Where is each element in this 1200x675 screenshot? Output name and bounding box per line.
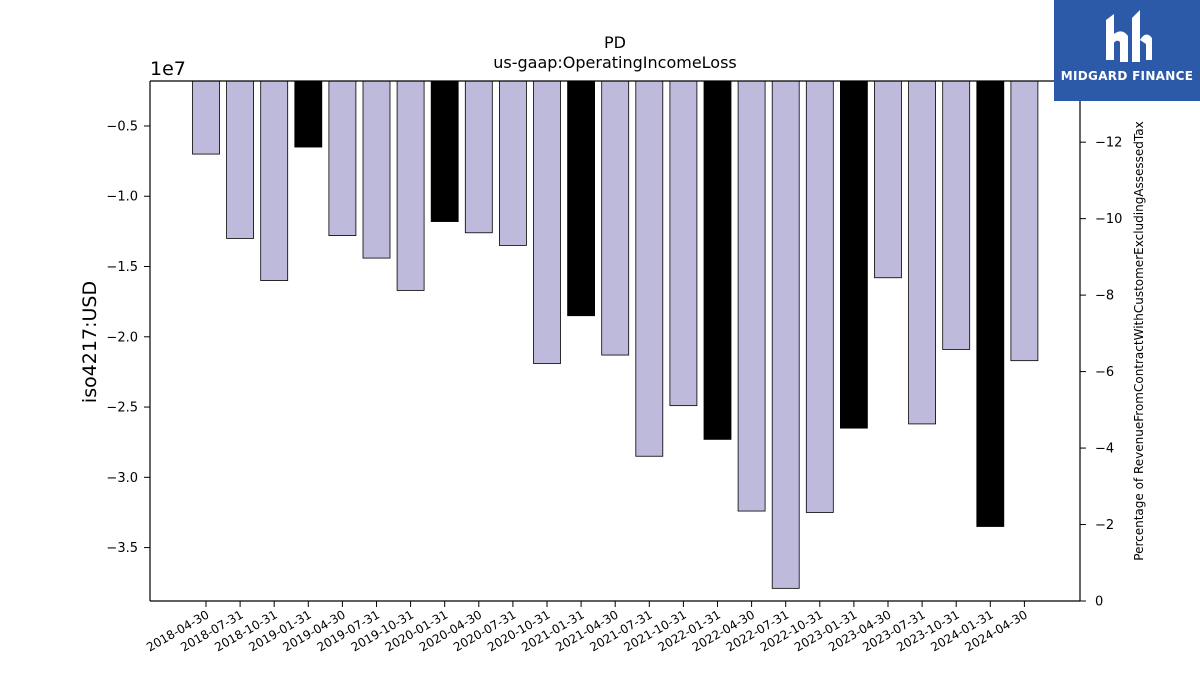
bar <box>703 80 732 440</box>
y2-tick-label: −8 <box>1095 289 1114 304</box>
bar <box>328 80 357 236</box>
bar <box>976 80 1005 527</box>
y-tick-label: −3.5 <box>106 541 138 556</box>
y2-tick-label: −6 <box>1095 365 1114 380</box>
chart-subtitle: us-gaap:OperatingIncomeLoss <box>493 53 737 72</box>
y-axis-ticks: −0.5 −1.0 −1.5 −2.0 −2.5 −3.0 −3.5 <box>106 119 150 556</box>
bar <box>874 80 902 279</box>
bar <box>294 80 323 148</box>
bar <box>771 80 800 589</box>
chart-title: PD <box>604 33 626 52</box>
y2-tick-label: −2 <box>1095 518 1114 533</box>
bar <box>567 80 595 317</box>
y-multiplier-label: 1e7 <box>150 58 186 80</box>
y-tick-label: −3.0 <box>106 471 138 486</box>
brand-logo: MIDGARD FINANCE <box>1054 0 1200 101</box>
y-tick-label: −2.0 <box>106 330 138 345</box>
y2-tick-label: −12 <box>1095 136 1122 151</box>
y2-tick-label: −4 <box>1095 442 1114 457</box>
bar <box>601 80 630 356</box>
axes-frame <box>149 80 1081 602</box>
x-axis-ticks: 2018-04-302018-07-312018-10-312019-01-31… <box>144 601 1030 654</box>
y2-axis-ticks: 0 −2 −4 −6 −8 −10 −12 <box>1080 136 1122 610</box>
bar <box>635 80 664 457</box>
brand-name: MIDGARD FINANCE <box>1060 69 1194 83</box>
y-tick-label: −1.0 <box>106 190 138 205</box>
bar <box>942 80 971 350</box>
y-tick-label: −2.5 <box>106 401 138 416</box>
y-tick-label: −1.5 <box>106 260 138 275</box>
bar <box>805 80 834 513</box>
bar <box>1010 80 1039 362</box>
y2-tick-label: 0 <box>1095 595 1103 610</box>
bar <box>260 80 289 281</box>
bar <box>498 80 527 246</box>
bar <box>362 80 391 259</box>
bar <box>192 80 220 155</box>
bar <box>737 80 766 512</box>
bar <box>669 80 698 407</box>
bar <box>840 80 868 429</box>
y2-tick-label: −10 <box>1095 212 1122 227</box>
y-axis-label: iso4217:USD <box>79 281 101 403</box>
bars-group <box>192 80 1039 589</box>
y-tick-label: −0.5 <box>106 119 138 134</box>
bar <box>533 80 561 364</box>
bar <box>396 80 425 291</box>
bar <box>430 80 459 222</box>
y2-axis-label: Percentage of RevenueFromContractWithCus… <box>1132 121 1146 560</box>
midgard-logo-icon <box>1106 10 1152 62</box>
bar <box>908 80 936 425</box>
bar <box>226 80 255 239</box>
bar <box>464 80 493 234</box>
